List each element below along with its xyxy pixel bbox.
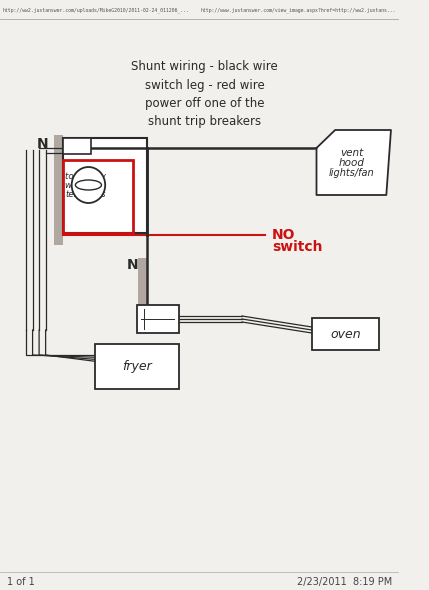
- Text: NO: NO: [272, 228, 295, 242]
- Text: http://ww2.justanswer.com/uploads/MikeG2010/2011-02-24_011206_...: http://ww2.justanswer.com/uploads/MikeG2…: [3, 7, 190, 13]
- Text: oven: oven: [330, 327, 361, 340]
- Text: lights/fan: lights/fan: [329, 168, 375, 178]
- Polygon shape: [317, 130, 391, 195]
- Text: http://www.justanswer.com/view_image.aspx?href=http://ww2.justans...: http://www.justanswer.com/view_image.asp…: [200, 7, 396, 13]
- Bar: [137, 305, 179, 333]
- Circle shape: [72, 167, 105, 203]
- Bar: [95, 344, 179, 389]
- Text: wires for: wires for: [65, 181, 102, 190]
- Bar: [63, 138, 91, 154]
- Text: terminals: terminals: [65, 190, 106, 199]
- Bar: [63, 160, 133, 233]
- Bar: [63, 138, 147, 233]
- Text: N: N: [37, 137, 49, 151]
- Text: hood: hood: [339, 158, 365, 168]
- Ellipse shape: [76, 180, 102, 190]
- Text: fryer: fryer: [122, 360, 152, 373]
- Text: N: N: [127, 258, 138, 272]
- Text: 2/23/2011  8:19 PM: 2/23/2011 8:19 PM: [296, 577, 392, 587]
- Bar: [312, 318, 379, 350]
- Text: too many: too many: [65, 172, 106, 181]
- Text: switch: switch: [272, 240, 322, 254]
- Text: 1 of 1: 1 of 1: [7, 577, 35, 587]
- Text: Shunt wiring - black wire
switch leg - red wire
power off one of the
shunt trip : Shunt wiring - black wire switch leg - r…: [131, 60, 278, 129]
- Bar: [54, 135, 63, 245]
- Text: vent: vent: [340, 148, 363, 158]
- Bar: [138, 258, 147, 320]
